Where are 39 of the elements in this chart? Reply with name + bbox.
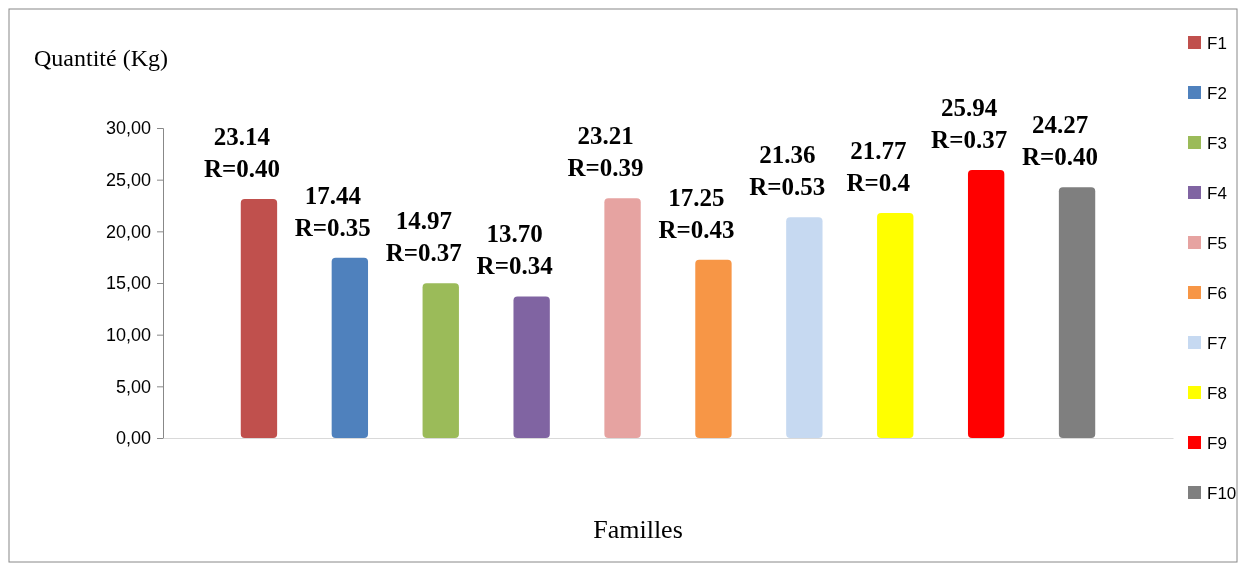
- bar: [967, 169, 1005, 438]
- bar: [1058, 187, 1096, 438]
- legend-label: F8: [1207, 383, 1227, 403]
- bar: [240, 198, 278, 438]
- data-label: 23.14 R=0.40: [203, 122, 280, 182]
- data-label: 17.44 R=0.35: [294, 181, 371, 241]
- legend-label: F6: [1207, 283, 1227, 303]
- legend-label: F10: [1207, 483, 1237, 503]
- bar: [786, 217, 823, 438]
- data-label: 23.21 R=0.39: [567, 122, 644, 182]
- legend-label: F1: [1207, 33, 1227, 53]
- data-label: 14.97 R=0.37: [385, 207, 462, 267]
- legend-label: F3: [1207, 133, 1227, 153]
- data-label: 21.36 R=0.53: [749, 141, 826, 201]
- data-label: 13.70 R=0.34: [476, 220, 554, 280]
- bar: [877, 213, 914, 438]
- legend-label: F7: [1207, 333, 1227, 353]
- data-label: 24.27 R=0.40: [1022, 111, 1099, 171]
- legend-label: F4: [1207, 183, 1227, 203]
- data-label: 25.94 R=0.37: [931, 93, 1008, 153]
- y-tick-label: 30,00: [105, 118, 151, 139]
- y-axis-title: Quantité (Kg): [34, 45, 168, 71]
- x-axis-title: Familles: [593, 515, 683, 544]
- bar: [331, 257, 369, 438]
- legend-label: F2: [1207, 83, 1227, 103]
- legend-label: F5: [1207, 233, 1227, 253]
- bar: [695, 259, 732, 438]
- y-tick-label: 0,00: [115, 428, 151, 449]
- bar: [604, 198, 641, 438]
- data-label: 21.77 R=0.4: [846, 137, 911, 197]
- y-tick-label: 20,00: [105, 221, 151, 242]
- y-tick-label: 10,00: [105, 324, 151, 345]
- y-tick-label: 5,00: [115, 376, 151, 397]
- bar: [422, 283, 459, 438]
- bar: [513, 296, 550, 438]
- data-label: 17.25 R=0.43: [658, 183, 735, 243]
- y-tick-label: 25,00: [105, 169, 151, 190]
- y-tick-label: 15,00: [105, 273, 151, 294]
- legend-label: F9: [1207, 433, 1227, 453]
